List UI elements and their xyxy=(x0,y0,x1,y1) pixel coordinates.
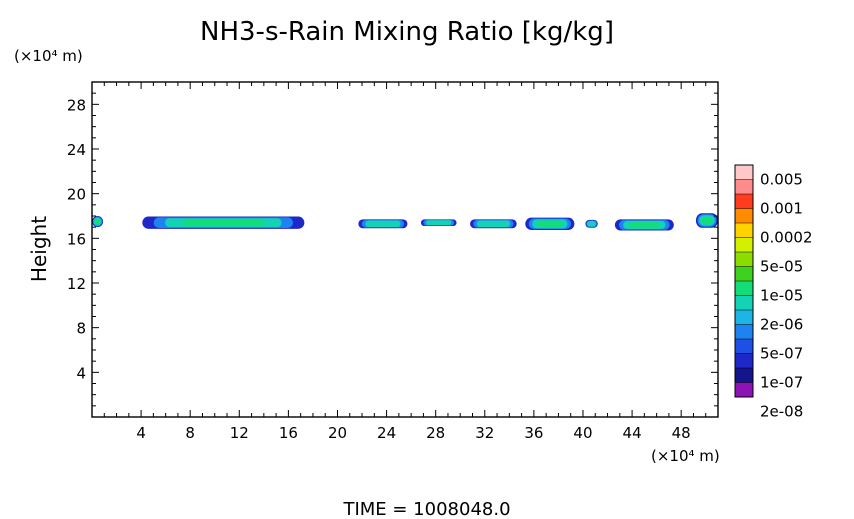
x-tick-label: 44 xyxy=(623,424,642,442)
x-tick-label: 20 xyxy=(328,424,347,442)
colorbar-swatch xyxy=(735,310,753,325)
x-tick-label: 12 xyxy=(230,424,249,442)
rain-cell xyxy=(481,221,506,227)
rain-cell xyxy=(429,221,448,225)
y-tick-label: 28 xyxy=(67,96,86,114)
colorbar-swatch xyxy=(735,194,753,209)
y-tick-label: 8 xyxy=(76,320,86,338)
colorbar-swatch xyxy=(735,266,753,281)
x-tick-label: 40 xyxy=(573,424,592,442)
colorbar-swatch xyxy=(735,368,753,383)
x-tick-label: 48 xyxy=(672,424,691,442)
colorbar-swatch xyxy=(735,179,753,194)
x-tick-label: 32 xyxy=(475,424,494,442)
colorbar-label: 2e-06 xyxy=(760,316,803,334)
colorbar-swatch xyxy=(735,281,753,296)
y-axis-unit: (×10⁴ m) xyxy=(14,47,83,65)
colorbar-label: 1e-07 xyxy=(760,374,803,392)
rain-cell xyxy=(537,220,563,227)
y-tick-label: 12 xyxy=(67,275,86,293)
x-tick-label: 4 xyxy=(136,424,146,442)
colorbar-swatch xyxy=(735,165,753,180)
data-field xyxy=(92,213,718,231)
colorbar-swatch xyxy=(735,353,753,368)
colorbar: 0.005 0.001 0.0002 5e-05 1e-05 2e-06 5e-07 1e-0… xyxy=(734,164,813,421)
y-tick-label: 20 xyxy=(67,186,86,204)
colorbar-label: 1e-05 xyxy=(760,287,803,305)
y-tick-label: 4 xyxy=(76,364,86,382)
y-axis-label: Height xyxy=(27,216,51,282)
colorbar-swatch xyxy=(735,208,753,223)
x-tick-label: 24 xyxy=(377,424,396,442)
rain-cell xyxy=(701,216,713,225)
rain-cell xyxy=(182,219,264,226)
time-label: TIME = 1008048.0 xyxy=(342,499,510,519)
colorbar-swatch xyxy=(735,223,753,238)
chart-title: NH3-s-Rain Mixing Ratio [kg/kg] xyxy=(200,17,614,47)
colorbar-label: 5e-05 xyxy=(760,258,803,276)
x-tick-label: 8 xyxy=(185,424,195,442)
colorbar-swatch xyxy=(735,339,753,354)
rain-cell xyxy=(588,221,595,226)
colorbar-swatch xyxy=(735,324,753,339)
colorbar-label: 0.001 xyxy=(760,200,803,218)
rain-cell xyxy=(370,221,396,227)
colorbar-label: 0.0002 xyxy=(760,229,813,247)
rain-cell xyxy=(629,222,660,228)
y-tick-label: 16 xyxy=(67,230,86,248)
y-tick-label: 24 xyxy=(67,141,86,159)
colorbar-swatch xyxy=(735,295,753,310)
colorbar-label: 5e-07 xyxy=(760,345,803,363)
colorbar-swatch xyxy=(735,252,753,267)
plot-frame xyxy=(91,81,719,418)
rain-cell xyxy=(94,218,101,225)
x-axis-unit: (×10⁴ m) xyxy=(651,447,720,465)
colorbar-label: 2e-08 xyxy=(760,403,803,421)
colorbar-swatch xyxy=(735,382,753,397)
x-tick-label: 16 xyxy=(279,424,298,442)
colorbar-label: 0.005 xyxy=(760,171,803,189)
colorbar-swatch xyxy=(735,237,753,252)
x-tick-label: 28 xyxy=(426,424,445,442)
x-tick-label: 36 xyxy=(524,424,543,442)
